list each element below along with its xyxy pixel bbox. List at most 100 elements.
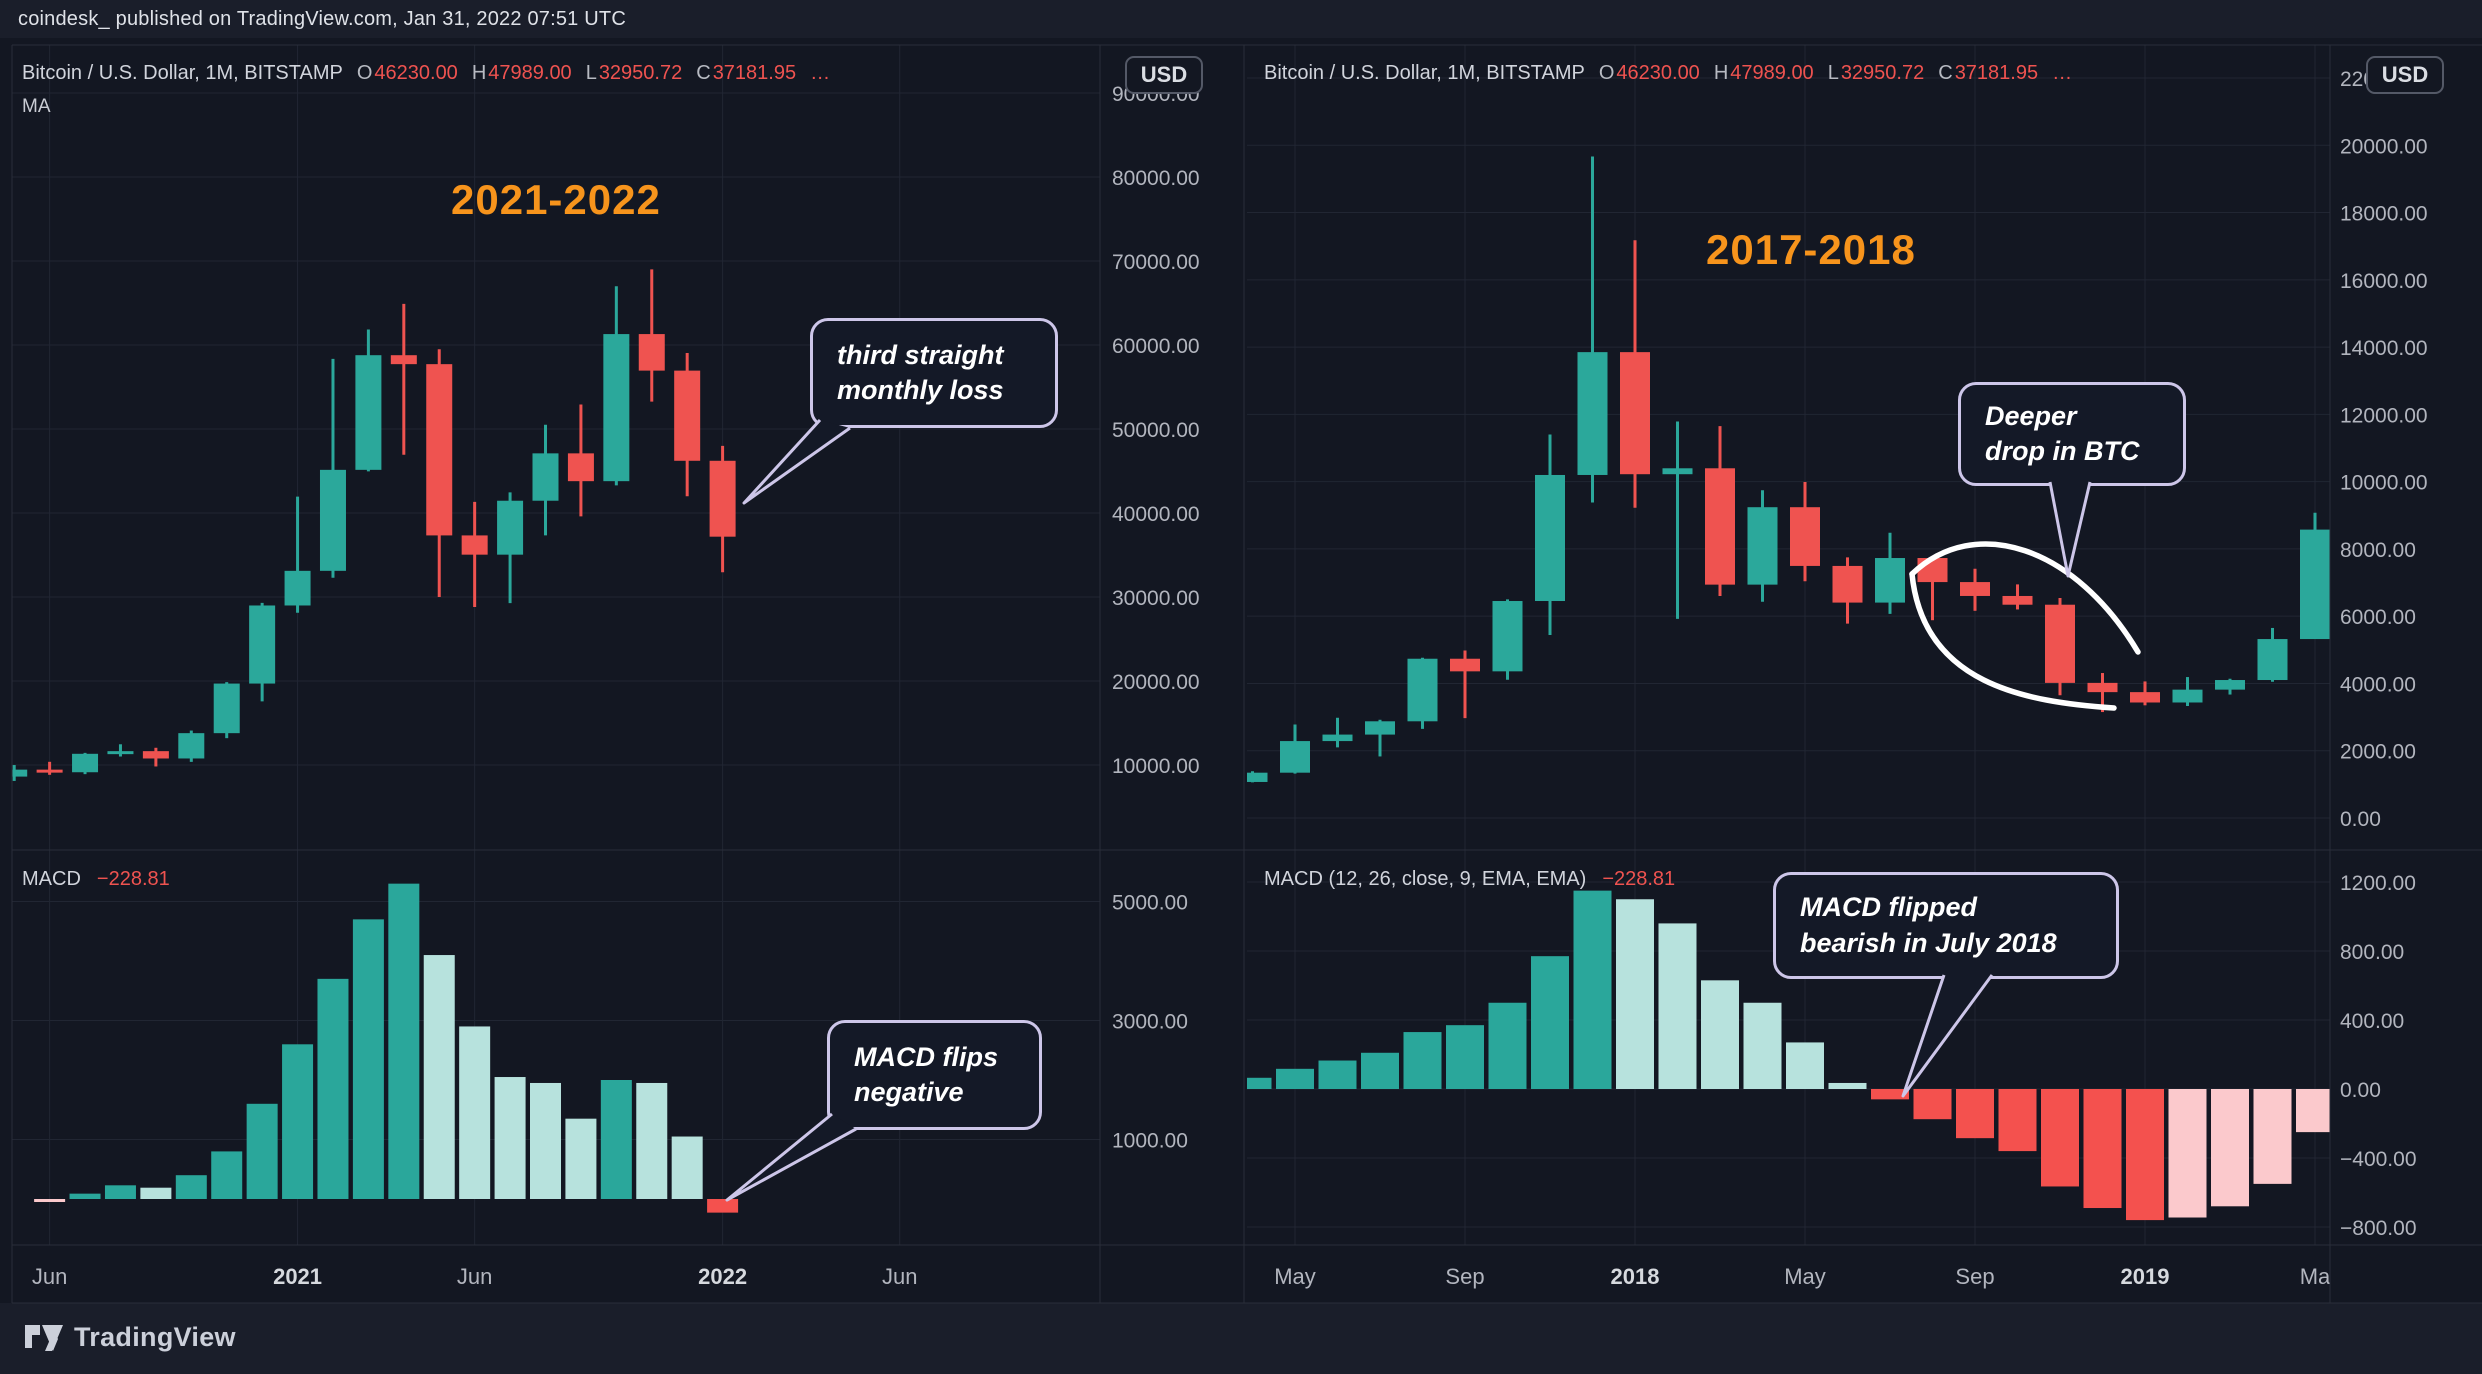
right-candle-may-2017 (1280, 724, 1310, 774)
macd-histogram-bar (1828, 1082, 1867, 1089)
macd-histogram-bar (1318, 1060, 1357, 1089)
left-time-tick-label[interactable]: 2021 (273, 1264, 322, 1289)
macd-histogram-bar (2083, 1089, 2122, 1209)
candle-body (390, 355, 417, 365)
macd-histogram-bar (2253, 1089, 2292, 1184)
macd-histogram-bar (1786, 1042, 1824, 1089)
macd-histogram-bar (1658, 923, 1697, 1089)
left-ma-legend[interactable]: MA (22, 96, 51, 117)
macd-value: −228.81 (1602, 868, 1676, 890)
left-candle-sep-2020 (142, 747, 169, 767)
left-macd-legend[interactable]: MACD −228.81 (22, 868, 170, 891)
left-time-tick-label[interactable]: 2022 (698, 1264, 747, 1289)
right-macd-legend[interactable]: MACD (12, 26, close, 9, EMA, EMA) −228.8… (1264, 868, 1675, 891)
right-macd-tick-label: 1200.00 (2340, 872, 2416, 895)
callout-macd-flips-negative: MACD flips negative (827, 1020, 1042, 1130)
right-macd-bar (2296, 1089, 2330, 1133)
left-price-tick-label: 50000.00 (1112, 419, 1200, 442)
left-price-tick-label: 70000.00 (1112, 251, 1200, 274)
right-macd-bar (1531, 956, 1569, 1089)
left-macd-bar (282, 1044, 314, 1199)
left-candle-aug-2020 (107, 744, 134, 757)
right-time-tick-label[interactable]: May (1274, 1264, 1316, 1289)
left-macd-tick-label: 5000.00 (1112, 892, 1188, 915)
left-price-tick-label: 80000.00 (1112, 167, 1200, 190)
right-period-label: 2017-2018 (1706, 226, 1916, 273)
candle-body (107, 751, 134, 755)
right-candle-dec-2017 (1577, 156, 1608, 503)
right-time-tick-label[interactable]: May (1784, 1264, 1826, 1289)
right-macd-bar (1871, 1089, 1909, 1100)
left-time-tick-label[interactable]: Jun (882, 1264, 917, 1289)
left-candle-dec-2021 (674, 352, 701, 497)
right-time-tick-label[interactable]: Sep (1445, 1264, 1484, 1289)
candle-body (532, 453, 559, 501)
left-candle-sep-2021 (567, 404, 594, 517)
left-candle-aug-2021 (532, 424, 559, 536)
right-price-tick-label: 18000.00 (2340, 203, 2428, 226)
tradingview-logo-icon (25, 1324, 63, 1351)
right-macd-bar (2211, 1089, 2249, 1207)
callout-third-straight-monthly-loss: third straight monthly loss (810, 318, 1058, 428)
macd-title: MACD (22, 868, 81, 890)
ohlc-low: L 32950.72 (585, 62, 683, 84)
right-time-tick-label[interactable]: 2019 (2121, 1264, 2170, 1289)
left-time-tick-label[interactable]: Jun (457, 1264, 492, 1289)
symbol-title: Bitcoin / U.S. Dollar, 1M, BITSTAMP (22, 62, 343, 84)
macd-histogram-bar (2041, 1089, 2079, 1187)
candle-body (709, 460, 736, 537)
left-candle-dec-2020 (249, 602, 276, 702)
right-symbol-legend[interactable]: Bitcoin / U.S. Dollar, 1M, BITSTAMP O 462… (1264, 62, 2072, 85)
left-macd-bar (352, 919, 384, 1199)
macd-histogram-bar (494, 1077, 526, 1199)
left-time-tick-label[interactable]: Jun (32, 1264, 67, 1289)
right-time-tick-label[interactable]: 2018 (1611, 1264, 1660, 1289)
right-macd-bar (1616, 899, 1654, 1089)
right-price-tick-label: 6000.00 (2340, 606, 2416, 629)
left-candle-oct-2020 (178, 730, 205, 762)
left-price-tick-label: 10000.00 (1112, 755, 1200, 778)
right-candle-sep-2017 (1450, 650, 1480, 719)
right-candle-jun-2017 (1322, 717, 1353, 748)
left-currency-badge[interactable]: USD (1125, 56, 1203, 94)
candle-body (142, 751, 169, 759)
macd-histogram-bar (1446, 1025, 1484, 1089)
right-macd-bar (1488, 1002, 1527, 1089)
right-candle-mar-2019 (2215, 678, 2245, 695)
right-time-tick-label[interactable]: Sep (1955, 1264, 1994, 1289)
candle-body (1450, 658, 1480, 672)
macd-histogram-bar (140, 1187, 172, 1199)
left-price-plot-area[interactable] (12, 45, 1100, 850)
macd-histogram-bar (246, 1103, 278, 1199)
tradingview-logo[interactable]: TradingView (24, 1322, 236, 1353)
macd-histogram-bar (69, 1193, 101, 1199)
candle-body (1875, 558, 1905, 603)
macd-histogram-bar (1488, 1002, 1527, 1089)
macd-histogram-bar (104, 1185, 136, 1199)
left-symbol-legend[interactable]: Bitcoin / U.S. Dollar, 1M, BITSTAMP O 462… (22, 62, 830, 85)
right-macd-bar (2083, 1089, 2122, 1209)
left-candle-apr-2021 (390, 303, 417, 455)
right-candle-feb-2019 (2172, 677, 2203, 706)
macd-histogram-bar (2126, 1089, 2164, 1221)
macd-histogram-bar (671, 1136, 703, 1199)
candle-body (1662, 468, 1693, 475)
left-macd-bar (175, 1175, 207, 1199)
right-candle-jan-2018 (1620, 240, 1650, 508)
right-macd-bar (1361, 1052, 1399, 1089)
macd-histogram-bar (423, 955, 455, 1199)
right-currency-badge[interactable]: USD (2366, 56, 2444, 94)
ohlc-close: C 37181.95 (696, 62, 797, 84)
symbol-title: Bitcoin / U.S. Dollar, 1M, BITSTAMP (1264, 62, 1585, 84)
right-price-tick-label: 4000.00 (2340, 673, 2416, 696)
right-candle-apr-2019 (2257, 627, 2288, 682)
candle-body (426, 364, 453, 536)
right-macd-bar (1828, 1082, 1867, 1089)
candle-body (1577, 352, 1608, 475)
candle-body (2172, 689, 2203, 703)
right-time-tick-label[interactable]: Ma (2300, 1264, 2331, 1289)
ohlc-high: H 47989.00 (471, 62, 572, 84)
right-price-tick-label: 0.00 (2340, 808, 2381, 831)
candle-body (2257, 639, 2288, 681)
left-macd-bar (494, 1077, 526, 1199)
